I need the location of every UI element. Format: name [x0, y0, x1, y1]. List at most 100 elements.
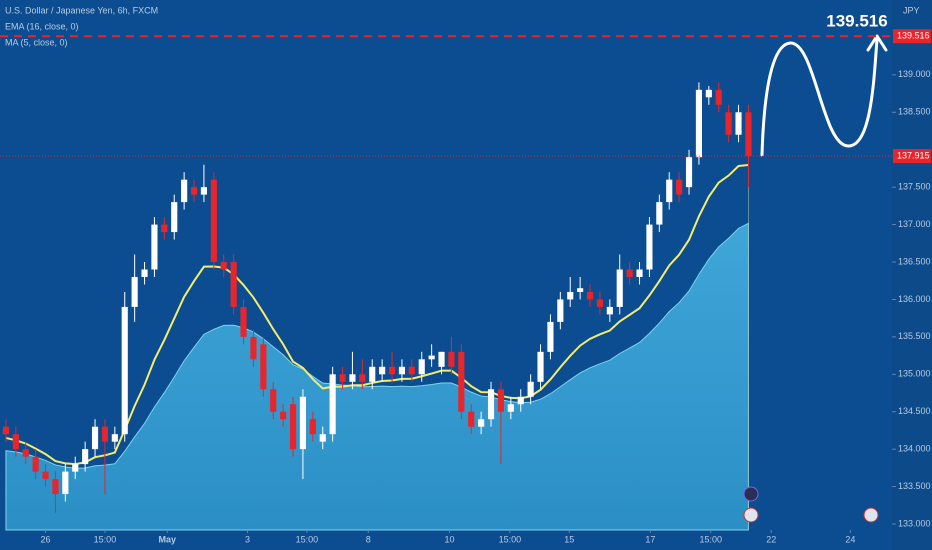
candle-body [190, 187, 198, 195]
candle-body [517, 396, 524, 405]
candle-body [676, 179, 683, 195]
candle-body [725, 112, 732, 135]
candle-body [408, 366, 415, 375]
candle-body [735, 112, 742, 135]
candle-body [181, 179, 188, 203]
candle-body [131, 276, 138, 307]
y-tick-label: 134.500 [898, 406, 931, 416]
candle-body [468, 411, 475, 427]
y-tick-label: 138.500 [898, 107, 931, 117]
candle-body [161, 224, 168, 233]
x-tick-label: 15 [564, 534, 574, 544]
candle-body [745, 112, 752, 157]
candle-body [388, 366, 396, 375]
annotation: 139.516 [826, 11, 887, 30]
x-tick-label: 17 [645, 534, 655, 544]
y-tick-label: 133.500 [898, 481, 931, 491]
y-tick-label: 135.000 [898, 369, 931, 379]
price-axis-panel [892, 0, 932, 550]
candle-body [319, 434, 326, 442]
candle-body [200, 187, 208, 195]
candle-body [596, 299, 604, 307]
price-label-box [893, 29, 931, 44]
ma-area [5, 222, 749, 531]
candle-body [260, 344, 267, 390]
price-label-box [893, 149, 931, 164]
candle-body [62, 471, 69, 495]
event-icon [743, 486, 759, 502]
candle-body [606, 306, 613, 315]
candle-body [586, 291, 594, 300]
y-tick-label: 136.500 [898, 256, 931, 266]
candle-body [715, 89, 722, 105]
candle-body [557, 299, 564, 322]
candle-body [270, 389, 277, 412]
candle-body [359, 374, 366, 382]
candle-body [12, 434, 19, 450]
projection-arrowhead [866, 34, 888, 52]
x-tick-label: 15:00 [296, 534, 319, 544]
projection-curve [760, 38, 879, 157]
candle-body [299, 396, 307, 450]
candle-body [141, 269, 148, 277]
candle-body [32, 456, 39, 472]
y-tick-label: 133.000 [898, 518, 931, 528]
candle-layer [2, 82, 752, 513]
x-tick-label: 8 [366, 534, 371, 544]
candle-body [577, 288, 584, 292]
candle-body [616, 269, 623, 307]
candle-body [101, 426, 109, 442]
y-tick-label: 139.000 [898, 69, 931, 79]
candle-body [369, 366, 376, 382]
candle-body [438, 351, 445, 367]
candle-body [240, 306, 247, 337]
candle-body [527, 381, 534, 397]
candle-body [349, 374, 356, 382]
candle-body [42, 471, 49, 480]
candle-body [507, 404, 514, 412]
candle-body [626, 269, 633, 277]
candle-body [329, 374, 336, 435]
candle-body [656, 202, 663, 225]
event-icon [743, 507, 759, 523]
x-tick-label: 24 [845, 534, 855, 544]
candle-body [646, 224, 653, 270]
candle-body [666, 179, 673, 203]
ema-line [5, 164, 749, 466]
y-tick-label: 135.500 [898, 331, 931, 341]
candle-body [448, 351, 455, 367]
candle-body [478, 419, 485, 427]
y-tick-label: 134.000 [898, 444, 931, 454]
price-label: 139.516 [897, 31, 930, 41]
currency-label: JPY [903, 5, 920, 15]
x-tick-label: 15:00 [94, 534, 117, 544]
candle-body [220, 262, 227, 270]
candle-body [398, 366, 406, 375]
y-tick-label: 137.500 [898, 182, 931, 192]
indicator-label: EMA (16, close, 0) [5, 21, 79, 31]
candle-body [72, 464, 79, 472]
candle-body [458, 351, 465, 412]
event-icon [863, 507, 879, 523]
candle-body [567, 291, 574, 300]
candle-body [82, 449, 89, 465]
event-icons [743, 486, 879, 523]
y-tick-label: 136.000 [898, 294, 931, 304]
x-tick-label: 3 [245, 534, 250, 544]
candle-body [22, 449, 29, 457]
candle-body [428, 355, 435, 360]
candle-body [250, 336, 257, 360]
candle-body [547, 321, 554, 352]
candle-body [339, 374, 346, 382]
x-tick-label: 10 [444, 534, 454, 544]
candle-body [230, 262, 237, 307]
x-tick-label: 26 [41, 534, 51, 544]
x-tick-label: 15:00 [499, 534, 522, 544]
candle-body [418, 359, 425, 375]
candle-body [685, 157, 693, 188]
x-tick-label: May [159, 534, 177, 544]
candle-body [695, 89, 703, 158]
indicator-layer [5, 156, 749, 531]
candle-body [705, 89, 712, 98]
